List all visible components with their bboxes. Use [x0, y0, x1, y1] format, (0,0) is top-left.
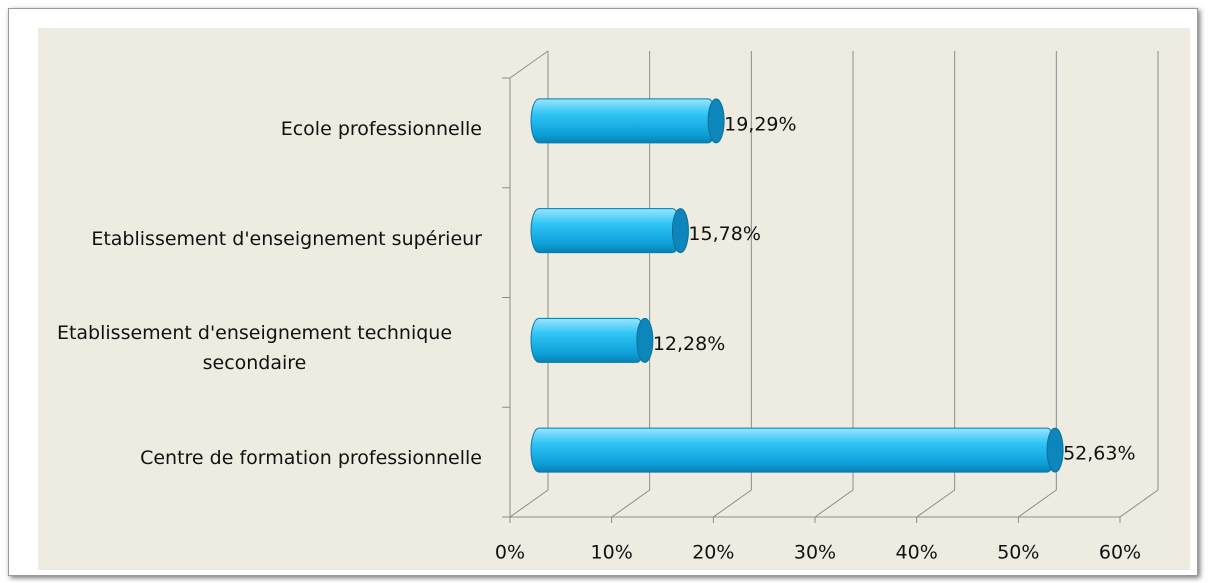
bar-cap — [636, 317, 654, 363]
x-tick-label: 60% — [1099, 542, 1141, 564]
grid-line — [1119, 489, 1159, 518]
category-label: Etablissement d'enseignement supérieur — [91, 227, 482, 250]
x-tick-label: 40% — [896, 542, 938, 564]
category-label: Ecole professionnelle — [280, 117, 482, 140]
grid-line — [916, 489, 955, 518]
grid-line — [509, 489, 549, 518]
x-tick-label: 30% — [794, 542, 836, 564]
value-label: 12,28% — [653, 333, 725, 355]
grid-line — [1018, 489, 1057, 518]
value-label: 15,78% — [688, 223, 760, 245]
bar — [530, 317, 646, 363]
bar — [530, 98, 717, 144]
x-tick-label: 20% — [692, 542, 734, 564]
grid-line — [814, 489, 854, 518]
bar — [530, 208, 681, 254]
x-tick-label: 0% — [495, 542, 525, 564]
bar-cap — [671, 208, 689, 254]
x-tick-label: 10% — [591, 542, 633, 564]
grid-line — [713, 489, 752, 518]
value-label: 52,63% — [1063, 443, 1135, 465]
category-label: Etablissement d'enseignement technique s… — [56, 322, 453, 375]
category-label: Centre de formation professionnelle — [140, 447, 482, 470]
bar-cap — [707, 98, 725, 144]
bar-cap — [1046, 427, 1064, 473]
x-tick-label: 50% — [997, 542, 1039, 564]
value-label: 19,29% — [724, 113, 796, 135]
bar — [530, 427, 1056, 473]
axis-line — [509, 50, 549, 79]
grid-line — [611, 489, 650, 518]
